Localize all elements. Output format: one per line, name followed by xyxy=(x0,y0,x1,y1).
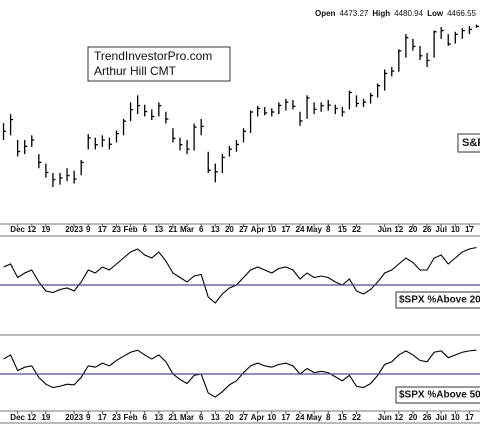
panel-label-box xyxy=(395,291,480,309)
x-tick-label: 22 xyxy=(352,225,361,234)
x-tick-label: 26 xyxy=(423,413,432,422)
x-tick-label: 19 xyxy=(41,413,50,422)
x-tick-label: Jul xyxy=(435,225,447,234)
x-tick-label: 17 xyxy=(281,225,290,234)
x-tick-label: Jun xyxy=(378,225,392,234)
x-tick-label: 12 xyxy=(394,225,403,234)
x-tick-label: 17 xyxy=(281,413,290,422)
x-tick-label: 10 xyxy=(451,225,460,234)
annotation-box xyxy=(87,46,231,82)
x-tick-label: 10 xyxy=(267,413,276,422)
x-tick-label: Feb xyxy=(123,413,137,422)
x-tick-label: 13 xyxy=(211,413,220,422)
indicator-line xyxy=(3,349,477,398)
x-tick-label: 17 xyxy=(98,413,107,422)
x-tick-label: 10 xyxy=(451,413,460,422)
x-tick-label: Jun xyxy=(378,413,392,422)
x-tick-label: 17 xyxy=(465,225,474,234)
panel-label-box xyxy=(395,386,480,404)
annotation: Arthur Hill CMT xyxy=(94,64,177,78)
panel-label: $SPX %Above 50-d xyxy=(399,390,480,401)
x-tick-label: Dec xyxy=(10,413,25,422)
panel-label: $SPX %Above 200- xyxy=(399,295,480,306)
x-tick-label: Feb xyxy=(123,225,137,234)
x-tick-label: 19 xyxy=(41,225,50,234)
x-tick-label: 13 xyxy=(211,225,220,234)
x-tick-label: 17 xyxy=(98,225,107,234)
x-tick-label: 26 xyxy=(423,225,432,234)
x-tick-label: 12 xyxy=(394,413,403,422)
x-tick-label: Dec xyxy=(10,225,25,234)
x-tick-label: 24 xyxy=(296,225,305,234)
x-tick-label: 22 xyxy=(352,413,361,422)
x-tick-label: 24 xyxy=(296,413,305,422)
x-tick-label: 6 xyxy=(142,413,147,422)
x-tick-label: 15 xyxy=(338,413,347,422)
x-tick-label: 12 xyxy=(27,225,36,234)
x-tick-label: 2023 xyxy=(65,225,83,234)
x-tick-label: 2023 xyxy=(65,413,83,422)
x-tick-label: 10 xyxy=(267,225,276,234)
x-tick-label: 21 xyxy=(168,225,177,234)
x-tick-label: 23 xyxy=(112,225,121,234)
x-tick-label: 15 xyxy=(338,225,347,234)
x-tick-label: 6 xyxy=(199,225,204,234)
x-tick-label: 6 xyxy=(142,225,147,234)
x-tick-label: Apr xyxy=(251,225,265,234)
x-tick-label: Mar xyxy=(180,225,194,234)
header-label: High xyxy=(372,9,390,18)
x-tick-label: 20 xyxy=(225,225,234,234)
header-label: Open xyxy=(315,9,336,18)
x-tick-label: Mar xyxy=(180,413,194,422)
x-tick-label: 6 xyxy=(199,413,204,422)
header: Open 4473.27 High 4480.94 Low 4466.55 xyxy=(315,9,477,18)
x-tick-label: 23 xyxy=(112,413,121,422)
indicator-line xyxy=(3,246,477,304)
header-value: 4466.55 xyxy=(447,9,476,18)
x-tick-label: 20 xyxy=(225,413,234,422)
x-tick-label: 13 xyxy=(154,225,163,234)
series-label: S&P xyxy=(462,137,480,149)
x-tick-label: 9 xyxy=(86,413,91,422)
x-tick-label: 20 xyxy=(408,413,417,422)
x-tick-label: Jul xyxy=(435,413,447,422)
x-tick-label: 8 xyxy=(326,225,331,234)
header-value: 4473.27 xyxy=(339,9,368,18)
x-tick-label: 21 xyxy=(168,413,177,422)
x-tick-label: Apr xyxy=(251,413,265,422)
x-tick-label: May xyxy=(306,413,322,422)
header-label: Low xyxy=(427,9,444,18)
x-tick-label: 27 xyxy=(239,225,248,234)
series-label-box xyxy=(457,133,480,153)
x-tick-label: 17 xyxy=(465,413,474,422)
x-tick-label: 20 xyxy=(408,225,417,234)
x-tick-label: 27 xyxy=(239,413,248,422)
x-tick-label: 13 xyxy=(154,413,163,422)
header-value: 4480.94 xyxy=(394,9,423,18)
x-tick-label: May xyxy=(306,225,322,234)
annotation: TrendInvestorPro.com xyxy=(94,49,212,63)
x-tick-label: 9 xyxy=(86,225,91,234)
x-tick-label: 12 xyxy=(27,413,36,422)
x-tick-label: 8 xyxy=(326,413,331,422)
